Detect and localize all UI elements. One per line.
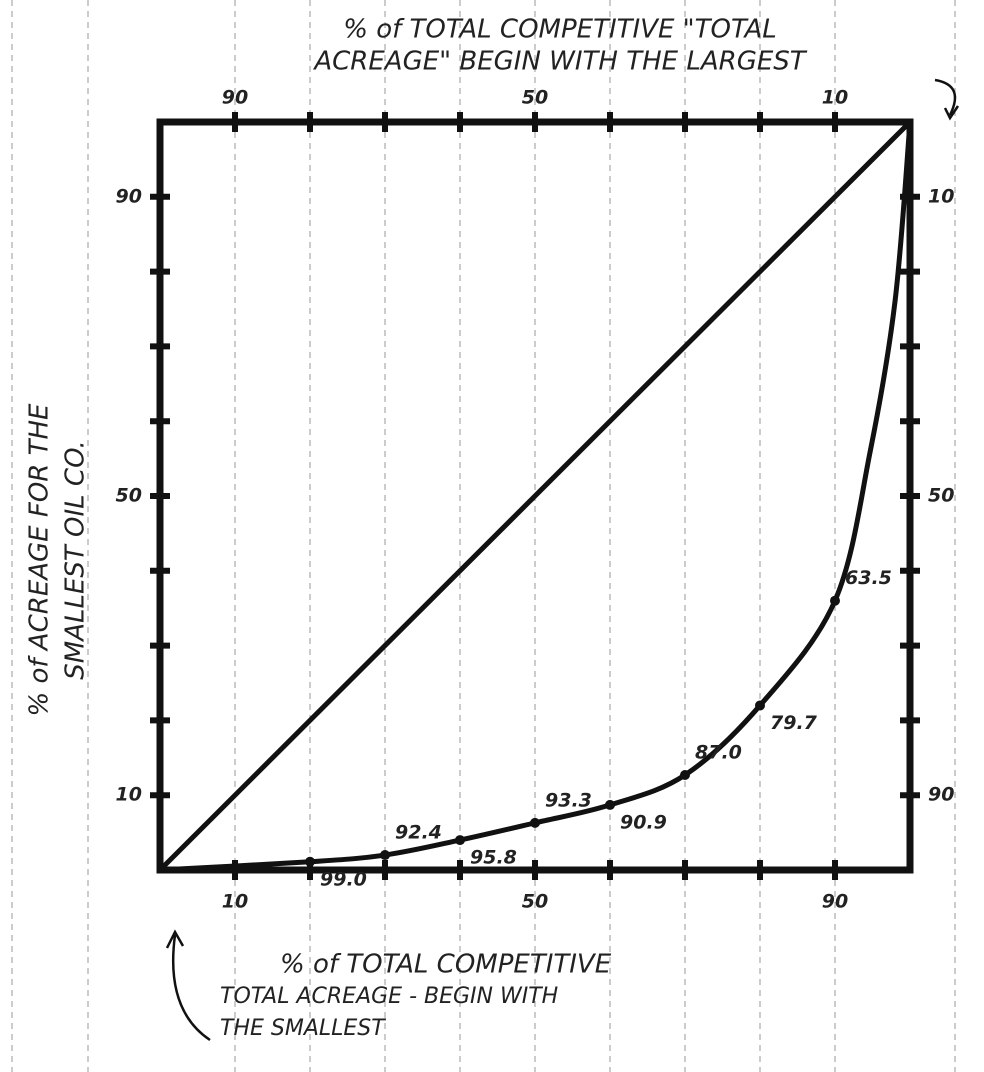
point-marker xyxy=(380,850,390,860)
y-tick-label: 90 xyxy=(116,185,142,207)
x-tick-label: 10 xyxy=(222,891,248,913)
x-tick-label: 50 xyxy=(522,891,548,913)
y-tick-label: 10 xyxy=(116,784,142,806)
point-marker xyxy=(455,835,465,845)
chart-title: ACREAGE" BEGIN WITH THE LARGEST xyxy=(312,47,807,77)
y2-tick-label: 50 xyxy=(928,485,954,507)
point-label: 90.9 xyxy=(620,811,667,833)
x2-tick-label: 50 xyxy=(522,87,548,109)
y-axis-title: % of ACREAGE FOR THE xyxy=(25,403,55,717)
point-marker xyxy=(530,818,540,828)
point-marker xyxy=(305,857,315,867)
point-label: 99.0 xyxy=(320,868,367,890)
point-label: 79.7 xyxy=(770,712,818,734)
point-marker xyxy=(755,700,765,710)
x-tick-label: 90 xyxy=(822,891,848,913)
x2-tick-label: 90 xyxy=(222,87,248,109)
point-marker xyxy=(605,800,615,810)
arrow xyxy=(173,935,210,1040)
x-axis-title: % of TOTAL COMPETITIVE xyxy=(280,950,612,980)
point-label: 92.4 xyxy=(395,822,442,844)
y2-tick-label: 10 xyxy=(928,185,954,207)
x-axis-title: TOTAL ACREAGE - BEGIN WITH xyxy=(220,984,558,1009)
point-label: 93.3 xyxy=(545,789,592,811)
y-tick-label: 50 xyxy=(116,485,142,507)
y-axis-title: SMALLEST OIL CO. xyxy=(61,440,91,679)
graph-paper xyxy=(12,0,955,1072)
x2-tick-label: 10 xyxy=(822,87,848,109)
point-label: 87.0 xyxy=(695,742,742,764)
point-label: 95.8 xyxy=(470,847,517,869)
chart: % of TOTAL COMPETITIVE "TOTALACREAGE" BE… xyxy=(0,0,984,1072)
point-marker xyxy=(830,596,840,606)
point-label: 63.5 xyxy=(845,567,892,589)
y2-tick-label: 90 xyxy=(928,784,954,806)
x-axis-title: THE SMALLEST xyxy=(220,1016,386,1041)
point-marker xyxy=(680,770,690,780)
chart-title: % of TOTAL COMPETITIVE "TOTAL xyxy=(343,15,776,45)
